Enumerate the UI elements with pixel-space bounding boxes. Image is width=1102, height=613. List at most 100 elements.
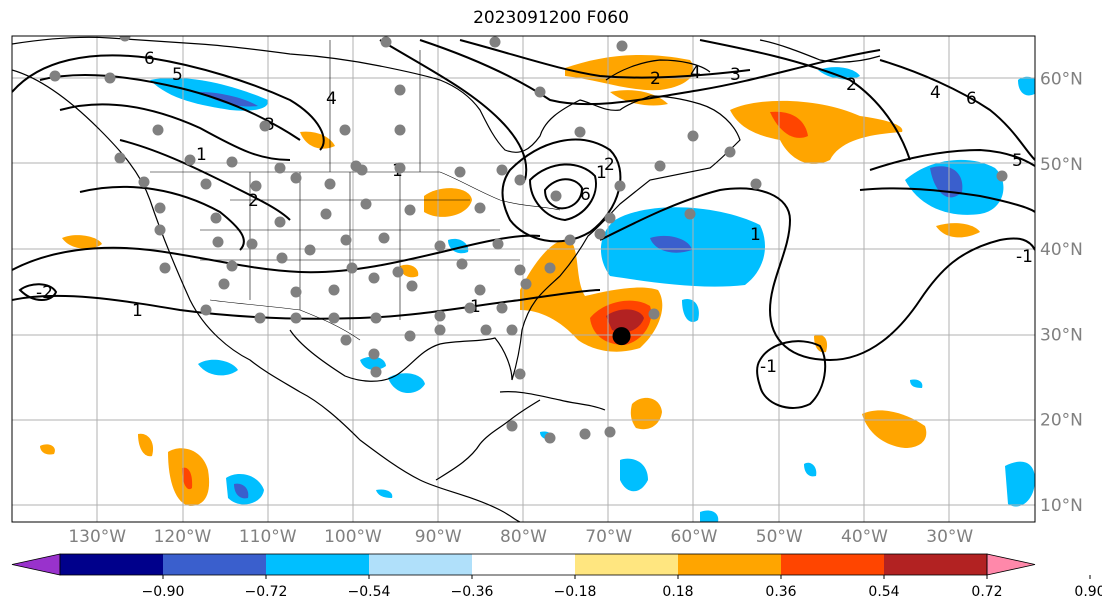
station-dot — [254, 312, 266, 324]
station-dot — [340, 334, 352, 346]
station-dot — [520, 278, 532, 290]
storm-center-marker — [612, 327, 631, 346]
station-dot — [604, 212, 616, 224]
colorbar — [11, 553, 1036, 576]
colorbar-tick-label: 0.90 — [1074, 584, 1102, 600]
station-dot — [579, 428, 591, 440]
colorbar-segment — [369, 554, 473, 575]
station-dot — [534, 86, 546, 98]
contour-label: -2 — [36, 283, 53, 303]
station-dot — [506, 324, 518, 336]
station-dot — [489, 36, 501, 48]
contour-label: 2 — [604, 155, 615, 175]
station-dot — [159, 262, 171, 274]
station-dot — [346, 262, 358, 274]
anomaly-shading — [40, 54, 1035, 522]
station-dot — [104, 72, 116, 84]
station-dot — [276, 252, 288, 264]
colorbar-segment — [472, 554, 576, 575]
colorbar-labels: −0.90 −0.72 −0.54 −0.36 −0.18 0.18 0.36 0.54 0.7… — [142, 575, 1102, 600]
longitude-label: 60°W — [671, 527, 718, 547]
longitude-labels: 130°W 120°W 110°W 100°W 90°W 80°W 70°W 60°W 50°W… — [68, 527, 973, 547]
colorbar-tick-label: 0.72 — [971, 584, 1002, 600]
latitude-label: 50°N — [1040, 155, 1083, 175]
station-dot — [380, 36, 392, 48]
contour-label: 2 — [248, 191, 259, 211]
station-dot — [616, 40, 628, 52]
station-dot — [996, 170, 1008, 182]
contour-label: 4 — [326, 89, 337, 109]
contour-label: -1 — [760, 357, 777, 377]
longitude-label: 130°W — [68, 527, 126, 547]
station-dot — [464, 302, 476, 314]
station-dot — [154, 224, 166, 236]
contour-label: 5 — [1012, 151, 1023, 171]
station-dot — [434, 240, 446, 252]
station-dot — [200, 304, 212, 316]
borders — [150, 40, 561, 341]
colorbar-tick-label: 0.18 — [662, 584, 693, 600]
station-dot — [246, 238, 258, 250]
station-dot — [119, 36, 131, 42]
contour-label-group: 6 5 4 3 2 1 1 1 1 -1 -1 1 6 4 3 2 5 6 4 … — [36, 49, 1033, 377]
station-dot — [320, 208, 332, 220]
contour-label: 1 — [470, 297, 481, 317]
station-dot — [392, 266, 404, 278]
station-dot — [514, 174, 526, 186]
station-dot — [138, 176, 150, 188]
station-dot — [434, 324, 446, 336]
colorbar-tick-label: −0.54 — [348, 584, 391, 600]
longitude-label: 100°W — [324, 527, 382, 547]
longitude-label: 40°W — [841, 527, 888, 547]
latitude-labels: 60°N 50°N 40°N 30°N 20°N 10°N — [1040, 70, 1083, 516]
station-dot — [454, 166, 466, 178]
station-dot — [406, 280, 418, 292]
station-dot — [496, 164, 508, 176]
station-dot — [290, 172, 302, 184]
longitude-label: 70°W — [585, 527, 632, 547]
station-dot — [154, 202, 166, 214]
station-dot — [514, 368, 526, 380]
station-dot — [514, 264, 526, 276]
colorbar-outline — [59, 553, 988, 576]
station-dot — [404, 330, 416, 342]
latitude-label: 60°N — [1040, 70, 1083, 90]
contour-label: 1 — [132, 301, 143, 321]
station-dot — [750, 178, 762, 190]
station-dot — [480, 324, 492, 336]
station-dot — [212, 236, 224, 248]
station-dot — [114, 152, 126, 164]
station-dot — [394, 84, 406, 96]
station-markers — [49, 36, 1008, 444]
contour-lines — [12, 39, 1035, 409]
station-dot — [274, 216, 286, 228]
station-dot — [226, 156, 238, 168]
latitude-label: 40°N — [1040, 240, 1083, 260]
station-dot — [594, 228, 606, 240]
station-dot — [328, 312, 340, 324]
colorbar-segment — [884, 554, 988, 575]
contour-label: 1 — [596, 163, 607, 183]
station-dot — [434, 310, 446, 322]
contour-label: 5 — [172, 65, 183, 85]
station-dot — [544, 432, 556, 444]
map-title: 2023091200 F060 — [473, 8, 629, 28]
colorbar-segment — [60, 554, 164, 575]
station-dot — [49, 70, 61, 82]
station-dot — [474, 284, 486, 296]
station-dot — [456, 258, 468, 270]
station-dot — [226, 260, 238, 272]
station-dot — [550, 190, 562, 202]
station-dot — [684, 208, 696, 220]
contour-label: 1 — [196, 145, 207, 165]
station-dot — [370, 366, 382, 378]
contour-label: 4 — [930, 83, 941, 103]
station-dot — [339, 124, 351, 136]
station-dot — [506, 420, 518, 432]
colorbar-segment — [575, 554, 679, 575]
longitude-label: 110°W — [239, 527, 297, 547]
station-dot — [370, 312, 382, 324]
colorbar-segment — [781, 554, 885, 575]
colorbar-tick-label: −0.72 — [245, 584, 288, 600]
